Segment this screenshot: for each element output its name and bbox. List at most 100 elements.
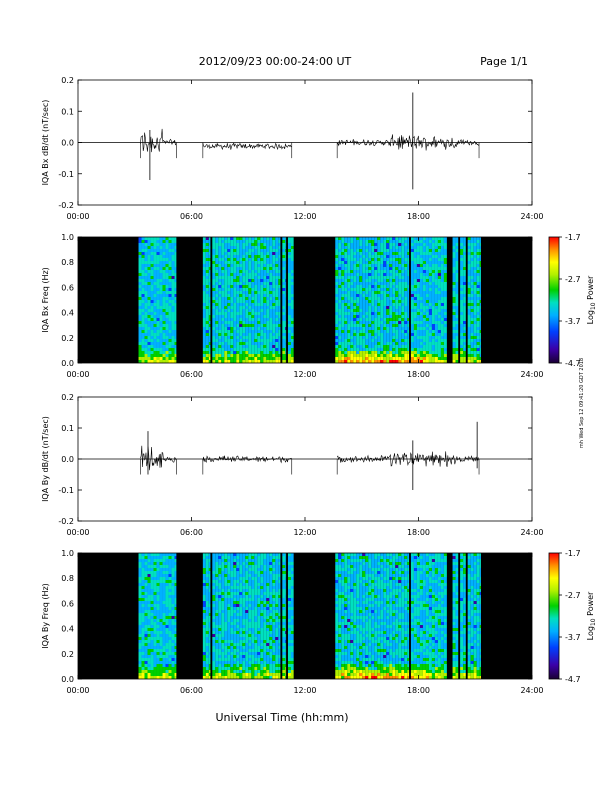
spectrogram-cell bbox=[278, 342, 281, 345]
spectrogram-cell bbox=[202, 577, 206, 580]
spectrogram-cell bbox=[141, 646, 145, 649]
spectrogram-cell bbox=[208, 309, 211, 312]
spectrogram-cell bbox=[236, 330, 240, 333]
spectrogram-cell bbox=[254, 288, 258, 291]
spectrogram-cell bbox=[168, 655, 172, 658]
spectrogram-cell bbox=[141, 589, 145, 592]
spectrogram-cell bbox=[215, 243, 219, 246]
spectrogram-cell bbox=[251, 342, 255, 345]
spectrogram-cell bbox=[205, 321, 209, 324]
spectrogram-cell bbox=[460, 285, 464, 288]
spectrogram-cell bbox=[350, 339, 354, 342]
spectrogram-cell bbox=[153, 622, 157, 625]
spectrogram-cell bbox=[470, 312, 474, 315]
spectrogram-cell bbox=[251, 336, 255, 339]
spectrogram-cell bbox=[150, 351, 154, 354]
spectrogram-cell bbox=[407, 345, 410, 348]
spectrogram-cell bbox=[147, 649, 151, 652]
spectrogram-cell bbox=[212, 297, 216, 300]
spectrogram-cell bbox=[362, 345, 366, 348]
spectrogram-cell bbox=[212, 249, 216, 252]
spectrogram-cell bbox=[431, 360, 435, 363]
spectrogram-cell bbox=[224, 303, 228, 306]
spectrogram-cell bbox=[147, 267, 151, 270]
x-tick-label: 06:00 bbox=[180, 528, 203, 537]
spectrogram-cell bbox=[218, 670, 222, 673]
spectrogram-cell bbox=[467, 315, 471, 318]
spectrogram-cell bbox=[389, 288, 393, 291]
spectrogram-cell bbox=[147, 640, 151, 643]
spectrogram-cell bbox=[212, 312, 216, 315]
spectrogram-cell bbox=[224, 252, 228, 255]
spectrogram-cell bbox=[416, 279, 420, 282]
spectrogram-cell bbox=[205, 553, 209, 556]
spectrogram-cell bbox=[221, 291, 225, 294]
spectrogram-cell bbox=[150, 321, 154, 324]
spectrogram-cell bbox=[156, 342, 160, 345]
spectrogram-cell bbox=[208, 312, 211, 315]
spectrogram-cell bbox=[174, 640, 177, 643]
spectrogram-cell bbox=[224, 589, 228, 592]
spectrogram-cell bbox=[476, 324, 480, 327]
spectrogram-cell bbox=[205, 276, 209, 279]
spectrogram-cell bbox=[171, 297, 175, 300]
spectrogram-cell bbox=[153, 237, 157, 240]
spectrogram-cell bbox=[212, 303, 216, 306]
spectrogram-cell bbox=[368, 318, 372, 321]
spectrogram-cell bbox=[174, 270, 177, 273]
spectrogram-cell bbox=[344, 297, 348, 300]
spectrogram-cell bbox=[165, 595, 169, 598]
spectrogram-cell bbox=[254, 351, 258, 354]
spectrogram-cell bbox=[242, 357, 246, 360]
spectrogram-cell bbox=[282, 333, 286, 336]
spectrogram-cell bbox=[159, 246, 163, 249]
spectrogram-cell bbox=[236, 598, 240, 601]
spectrogram-cell bbox=[473, 345, 477, 348]
spectrogram-cell bbox=[419, 336, 423, 339]
spectrogram-cell bbox=[344, 306, 348, 309]
spectrogram-cell bbox=[144, 637, 148, 640]
spectrogram-cell bbox=[463, 345, 466, 348]
spectrogram-cell bbox=[460, 252, 464, 255]
spectrogram-cell bbox=[138, 604, 142, 607]
spectrogram-cell bbox=[254, 345, 258, 348]
spectrogram-cell bbox=[401, 309, 405, 312]
spectrogram-cell bbox=[437, 345, 441, 348]
spectrogram-cell bbox=[239, 559, 243, 562]
x-tick-label: 18:00 bbox=[407, 370, 430, 379]
spectrogram-cell bbox=[278, 282, 281, 285]
spectrogram-cell bbox=[239, 243, 243, 246]
spectrogram-cell bbox=[218, 652, 222, 655]
spectrogram-cell bbox=[401, 300, 405, 303]
x-tick-label: 18:00 bbox=[407, 212, 430, 221]
spectrogram-cell bbox=[159, 652, 163, 655]
spectrogram-cell bbox=[141, 649, 145, 652]
spectrogram-cell bbox=[168, 246, 172, 249]
spectrogram-cell bbox=[171, 577, 175, 580]
spectrogram-cell bbox=[202, 598, 206, 601]
spectrogram-cell bbox=[162, 556, 166, 559]
spectrogram-cell bbox=[431, 246, 435, 249]
spectrogram-cell bbox=[473, 288, 477, 291]
spectrogram-cell bbox=[153, 309, 157, 312]
spectrogram-cell bbox=[401, 333, 405, 336]
spectrogram-cell bbox=[239, 279, 243, 282]
spectrogram-cell bbox=[153, 625, 157, 628]
spectrogram-cell bbox=[251, 357, 255, 360]
spectrogram-cell bbox=[356, 300, 360, 303]
spectrogram-cell bbox=[205, 243, 209, 246]
spectrogram-cell bbox=[212, 342, 216, 345]
spectrogram-cell bbox=[153, 562, 157, 565]
spectrogram-cell bbox=[218, 676, 222, 679]
spectrogram-cell bbox=[202, 300, 206, 303]
spectrogram-cell bbox=[153, 628, 157, 631]
spectrogram-cell bbox=[443, 348, 447, 351]
spectrogram-cell bbox=[165, 598, 169, 601]
spectrogram-cell bbox=[440, 357, 444, 360]
spectrogram-cell bbox=[347, 258, 351, 261]
spectrogram-cell bbox=[287, 324, 291, 327]
spectrogram-cell bbox=[202, 667, 206, 670]
spectrogram-cell bbox=[395, 360, 399, 363]
spectrogram-cell bbox=[224, 664, 228, 667]
spectrogram-cell bbox=[452, 303, 456, 306]
